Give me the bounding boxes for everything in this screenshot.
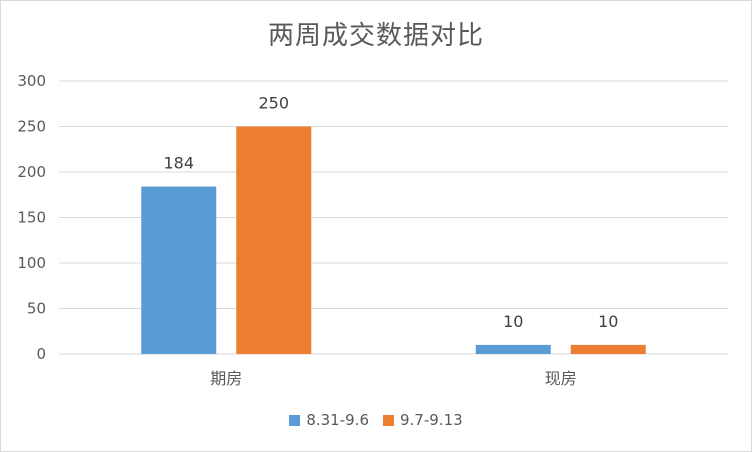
data-label-2-2: 10 <box>598 312 618 331</box>
y-tick-label: 300 <box>17 72 46 90</box>
y-tick-label: 250 <box>17 118 46 136</box>
y-axis-ticks: 0 50 100 150 200 250 300 <box>17 72 46 363</box>
legend-item-series-1[interactable]: 8.31-9.6 <box>289 411 369 429</box>
y-tick-label: 150 <box>17 209 46 227</box>
y-tick-label: 100 <box>17 254 46 272</box>
bar-2-2[interactable] <box>570 344 646 354</box>
data-label-2-1: 250 <box>258 94 289 113</box>
legend-item-series-2[interactable]: 9.7-9.13 <box>383 411 463 429</box>
y-tick-label: 200 <box>17 163 46 181</box>
data-label-1-1: 184 <box>163 154 194 173</box>
legend-swatch-series-1 <box>289 414 301 426</box>
legend-swatch-series-2 <box>383 414 394 426</box>
y-tick-label: 0 <box>36 345 46 363</box>
chart-title: 两周成交数据对比 <box>267 21 484 51</box>
legend: 8.31-9.6 9.7-9.13 <box>1 411 751 429</box>
bars <box>141 126 646 355</box>
y-tick-label: 50 <box>27 300 46 318</box>
x-axis-categories: 期房 现房 <box>210 369 577 388</box>
data-label-1-2: 10 <box>503 312 523 331</box>
bar-2-1[interactable] <box>236 126 312 355</box>
data-labels: 184 250 10 10 <box>163 94 618 331</box>
legend-label-series-1: 8.31-9.6 <box>306 411 369 429</box>
legend-label-series-2: 9.7-9.13 <box>400 411 463 429</box>
x-category-label: 期房 <box>210 369 242 388</box>
x-category-label: 现房 <box>545 369 577 388</box>
bar-1-1[interactable] <box>141 186 217 354</box>
bar-1-2[interactable] <box>475 344 551 354</box>
